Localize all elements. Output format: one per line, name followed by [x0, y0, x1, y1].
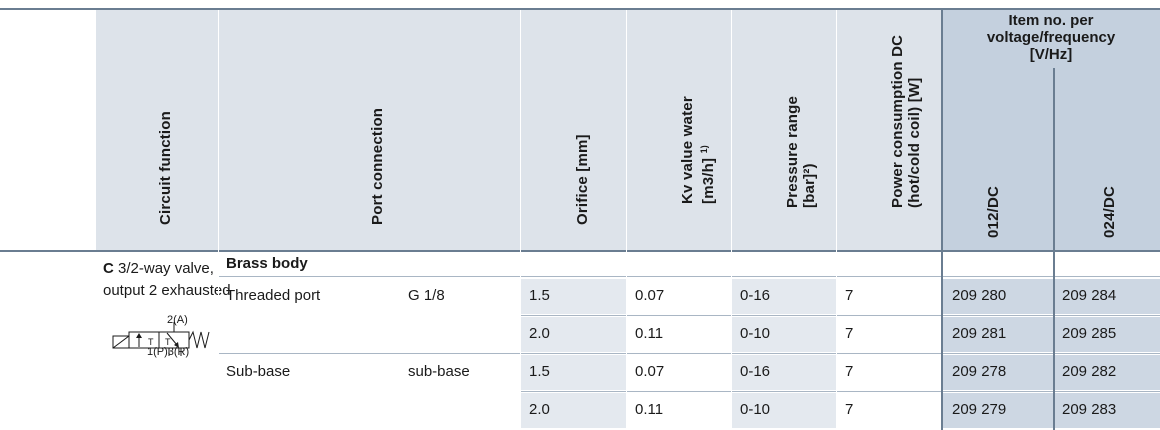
- circuit-desc-line1: C 3/2-way valve,: [103, 260, 214, 278]
- header-power-consumption: Power consumption DC (hot/cold coil) [W]: [837, 10, 941, 250]
- header-item-no-line3: [V/Hz]: [1029, 46, 1073, 63]
- row-4-pressure: 0-10: [740, 401, 771, 418]
- header-item-divider: [1053, 68, 1055, 250]
- group-row-rule: [218, 276, 1160, 277]
- header-voltage-012: 012/DC: [985, 185, 1002, 238]
- row-2-orifice: 2.0: [529, 325, 550, 342]
- header-kv-line1: Kv value water: [679, 96, 696, 204]
- col-sep-6: [941, 10, 943, 430]
- header-pressure-range: Pressure range [bar]²): [732, 10, 836, 250]
- cell-shade-orifice: [521, 355, 626, 390]
- valve-symbol: [103, 314, 218, 374]
- cell-shade-item_024: [1055, 393, 1160, 428]
- header-circuit-function-label: Circuit function: [157, 110, 174, 225]
- cell-shade-orifice: [521, 279, 626, 314]
- header-circuit-function: Circuit function: [96, 10, 218, 250]
- circuit-desc-line2: output 2 exhausted: [103, 282, 231, 299]
- header-item-no-line2: voltage/frequency: [986, 29, 1116, 46]
- row-2-kv: 0.11: [635, 325, 664, 342]
- row-3-power: 7: [845, 363, 854, 380]
- circuit-desc-text: 3/2-way valve,: [118, 260, 214, 277]
- row-3-orifice: 1.5: [529, 363, 550, 380]
- symbol-t1: T: [148, 337, 154, 347]
- header-kv-value: Kv value water [m3/h] 1): [627, 10, 731, 250]
- cell-shade-item_024: [1055, 279, 1160, 314]
- header-power-line2: (hot/cold coil) [W]: [906, 77, 923, 208]
- cell-shade-item_024: [1055, 317, 1160, 352]
- row-3-item-012: 209 278: [952, 363, 1007, 380]
- header-kv-footnote: 1): [699, 145, 709, 154]
- col-sep-1: [218, 10, 219, 430]
- symbol-t2: T: [165, 337, 171, 347]
- header-item-no: [942, 10, 1160, 250]
- row-3-item-024: 209 282: [1062, 363, 1117, 380]
- row-3-kv: 0.07: [635, 363, 665, 380]
- col-sep-3: [626, 10, 627, 430]
- header-item-no-label: Item no. per voltage/frequency [V/Hz]: [942, 12, 1160, 63]
- row-1-orifice: 1.5: [529, 287, 550, 304]
- row-3-conn: sub-base: [408, 363, 470, 380]
- row-1-kv: 0.07: [635, 287, 665, 304]
- header-kv-label: Kv value water [m3/h] 1): [679, 96, 717, 204]
- row-3-port: Sub-base: [226, 363, 291, 380]
- cell-shade-item_012: [943, 317, 1053, 352]
- header-power-label: Power consumption DC (hot/cold coil) [W]: [889, 35, 923, 208]
- symbol-port-2a: 2(A): [167, 314, 188, 326]
- header-power-line1: Power consumption DC: [889, 34, 906, 208]
- group-title: Brass body: [226, 255, 308, 272]
- row-1-port: Threaded port: [226, 287, 321, 304]
- cell-shade-pressure: [732, 279, 836, 314]
- valve-symbol-icon: [112, 322, 210, 356]
- row-rule: [520, 391, 1160, 392]
- row-2-item-024: 209 285: [1062, 325, 1117, 342]
- row-rule: [218, 353, 1160, 354]
- row-4-power: 7: [845, 401, 854, 418]
- col-sep-7: [1053, 250, 1055, 430]
- symbol-port-1p3r: 1(P)3(R): [147, 346, 190, 358]
- cell-shade-item_012: [943, 279, 1053, 314]
- header-pressure-line2: [bar]²): [801, 163, 818, 208]
- cell-shade-pressure: [732, 393, 836, 428]
- row-1-pressure: 0-16: [740, 287, 771, 304]
- row-2-pressure: 0-10: [740, 325, 771, 342]
- row-2-power: 7: [845, 325, 854, 342]
- cell-shade-item_012: [943, 355, 1053, 390]
- col-sep-2: [520, 10, 521, 430]
- row-1-item-012: 209 280: [952, 287, 1007, 304]
- row-1-power: 7: [845, 287, 854, 304]
- row-1-conn: G 1/8: [408, 287, 445, 304]
- header-pressure-line1: Pressure range: [784, 95, 801, 208]
- row-2-item-012: 209 281: [952, 325, 1007, 342]
- header-orifice: Orifice [mm]: [521, 10, 626, 250]
- row-4-item-024: 209 283: [1062, 401, 1117, 418]
- header-item-no-line1: Item no. per: [1008, 12, 1094, 29]
- table-top-rule: [96, 8, 1160, 10]
- header-port-connection: Port connection: [218, 10, 520, 250]
- cell-shade-pressure: [732, 355, 836, 390]
- cell-shade-orifice: [521, 393, 626, 428]
- header-bottom-rule: [0, 250, 1160, 252]
- row-4-kv: 0.11: [635, 401, 664, 418]
- cell-shade-orifice: [521, 317, 626, 352]
- row-1-item-024: 209 284: [1062, 287, 1117, 304]
- header-kv-line2: [m3/h]: [700, 157, 717, 204]
- cell-shade-item_012: [943, 393, 1053, 428]
- row-4-item-012: 209 279: [952, 401, 1007, 418]
- row-4-orifice: 2.0: [529, 401, 550, 418]
- circuit-code: C: [103, 260, 114, 277]
- table-top-rule-left: [0, 8, 96, 10]
- cell-shade-pressure: [732, 317, 836, 352]
- header-pressure-label: Pressure range [bar]²): [784, 96, 818, 208]
- row-rule: [520, 315, 1160, 316]
- header-port-connection-label: Port connection: [369, 107, 386, 225]
- header-voltage-024: 024/DC: [1101, 185, 1118, 238]
- col-sep-4: [731, 10, 732, 430]
- header-orifice-label: Orifice [mm]: [573, 134, 591, 225]
- row-3-pressure: 0-16: [740, 363, 771, 380]
- cell-shade-item_024: [1055, 355, 1160, 390]
- col-sep-5: [836, 10, 837, 430]
